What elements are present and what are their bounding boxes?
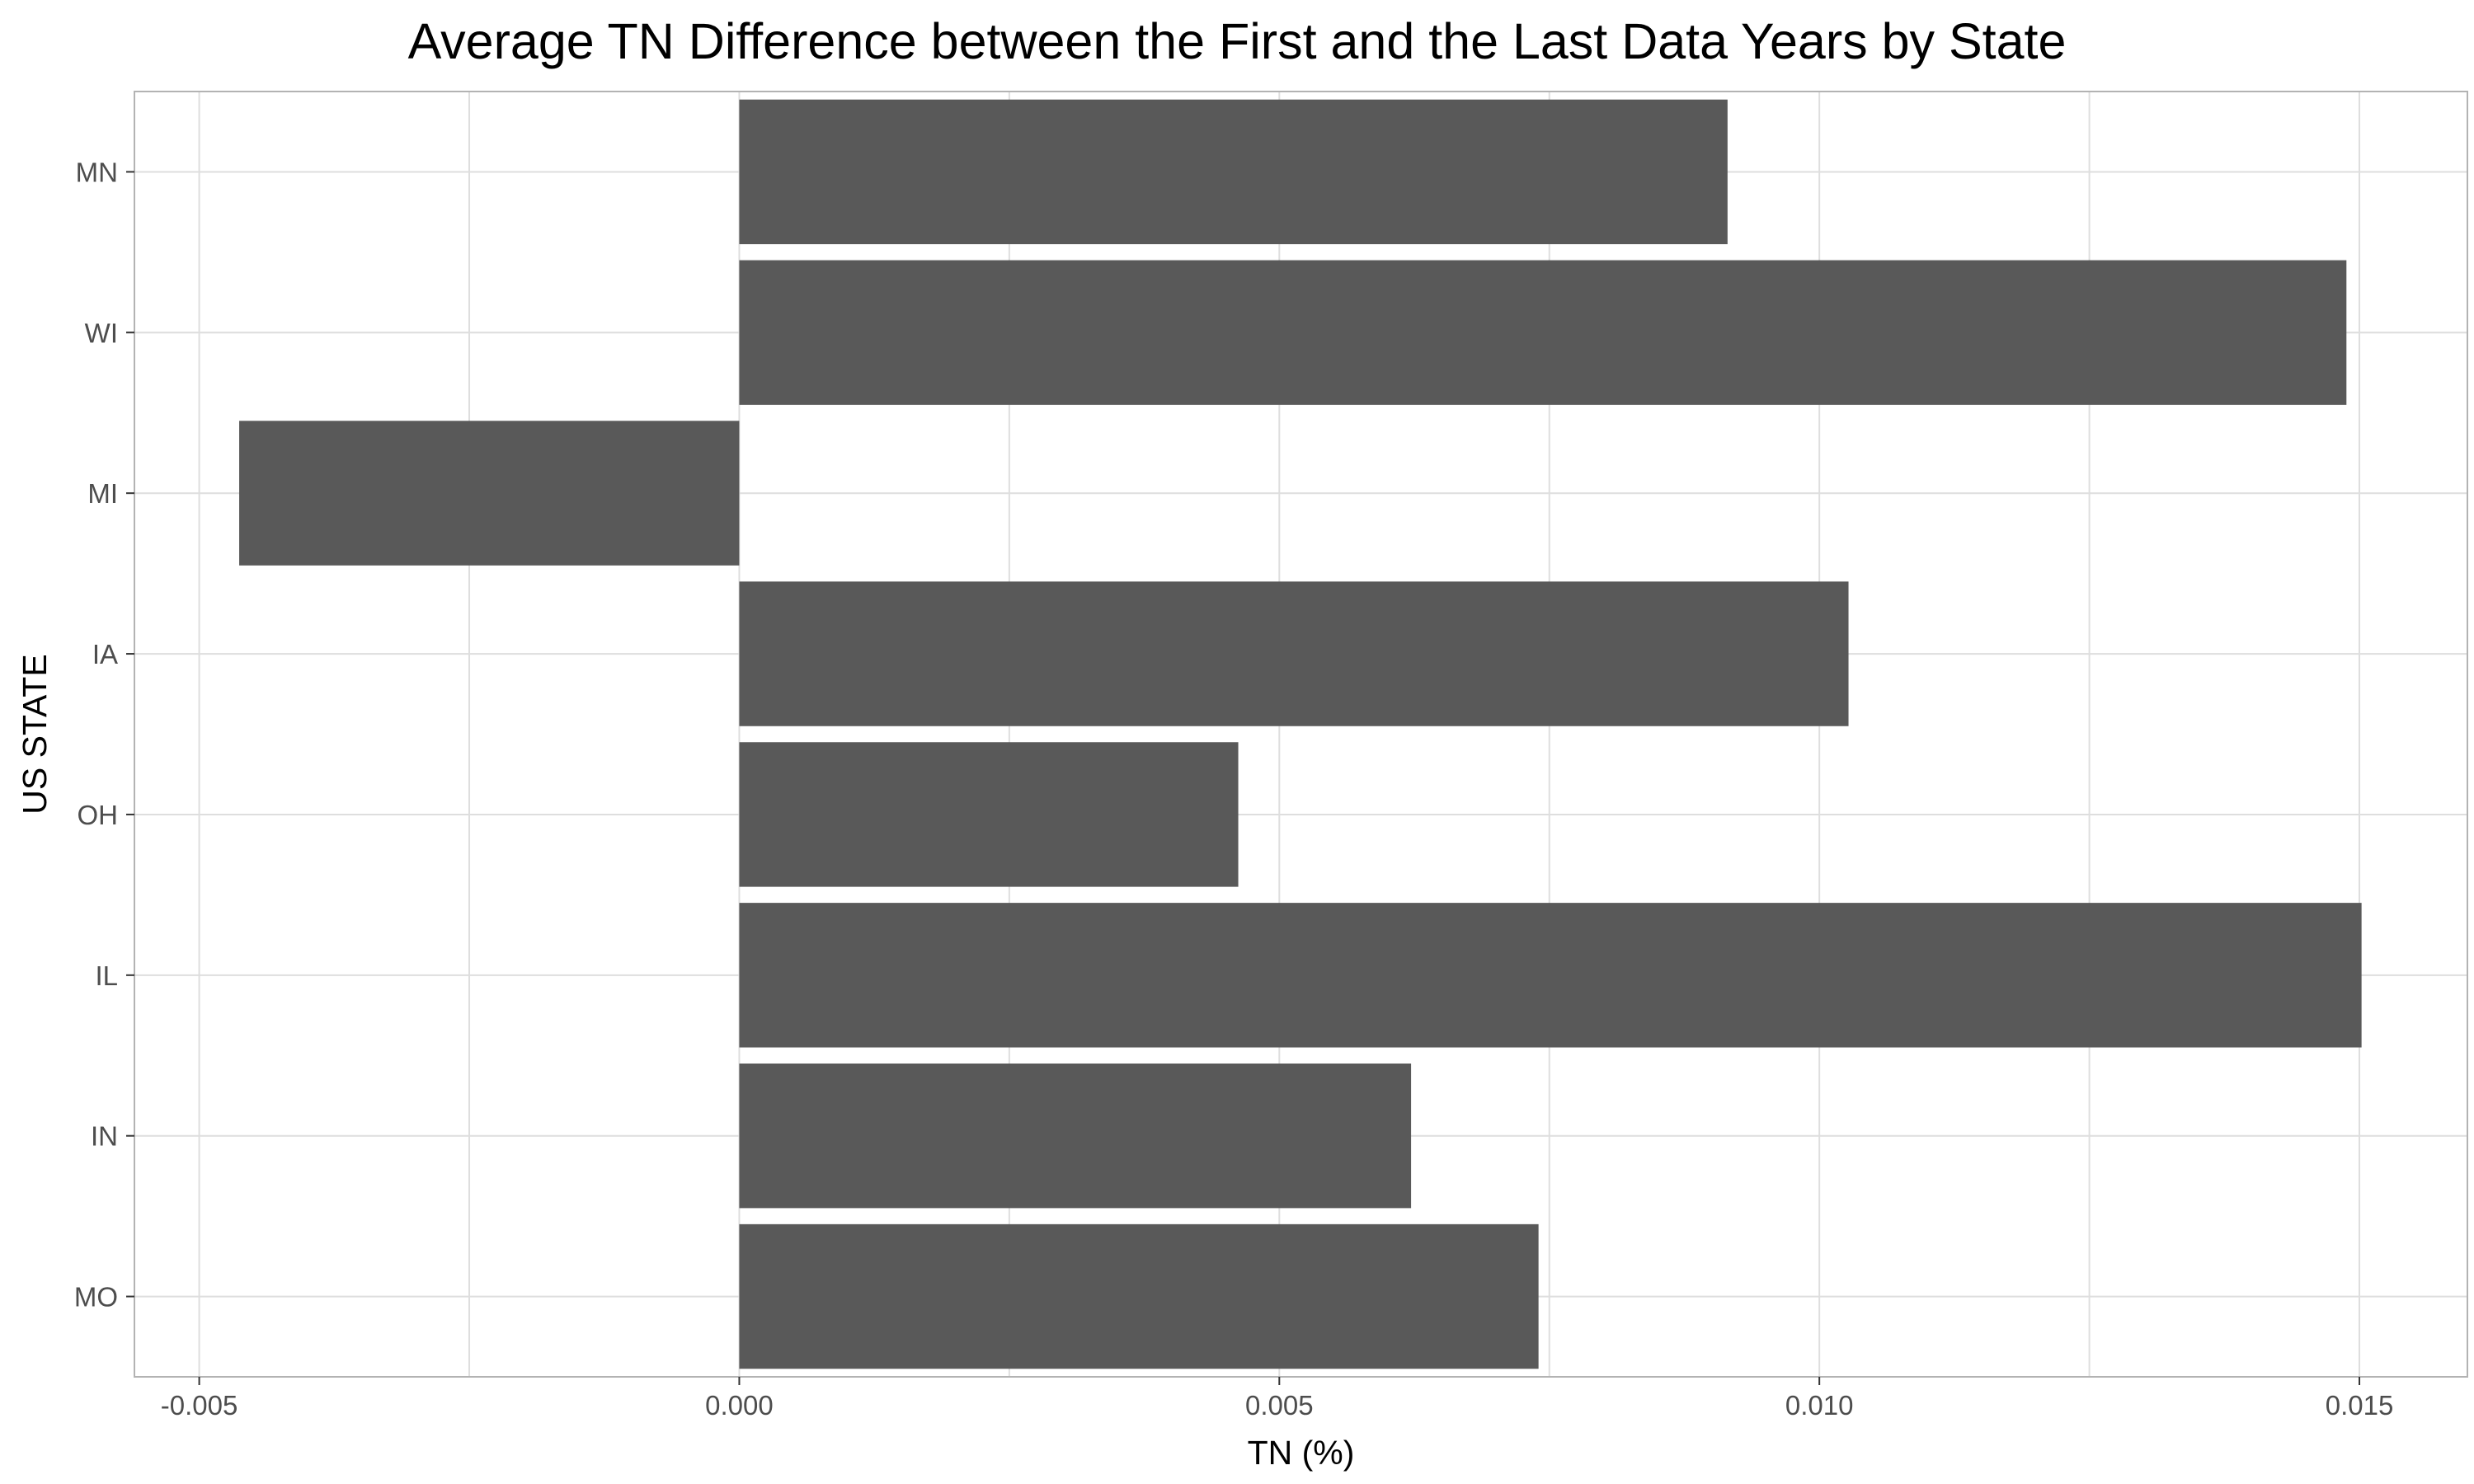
x-tick-label: -0.005 [161,1390,238,1421]
chart-title: Average TN Difference between the First … [407,13,2067,69]
y-tick-label: WI [85,317,118,348]
y-tick-label: MN [76,157,118,187]
axis-ticks: -0.005 0.000 0.005 0.010 0.015 MN WI MI IA OH IL IN… [74,157,2393,1421]
bars [239,99,2362,1369]
x-axis-title: TN (%) [1248,1434,1355,1472]
y-tick-label: IL [95,960,118,991]
bar-mi [239,420,740,566]
bar-ia [739,581,1849,726]
y-tick-label: MI [87,478,118,509]
y-tick-label: MO [74,1282,118,1313]
bar-oh [739,742,1239,887]
bar-mo [739,1223,1539,1369]
y-axis-title: US STATE [16,654,54,814]
bar-in [739,1063,1412,1209]
x-tick-label: 0.015 [2326,1390,2394,1421]
x-tick-label: 0.000 [705,1390,774,1421]
bar-wi [739,260,2347,406]
x-tick-label: 0.005 [1245,1390,1314,1421]
y-tick-label: OH [78,800,119,830]
y-tick-label: IN [91,1121,118,1152]
panel-border [134,91,2468,1378]
bar-mn [739,99,1728,245]
y-tick-label: IA [92,639,118,669]
x-tick-label: 0.010 [1785,1390,1854,1421]
bar-il [739,903,2362,1048]
